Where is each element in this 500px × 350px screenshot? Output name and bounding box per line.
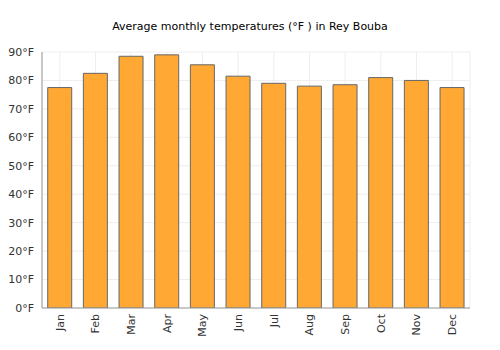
svg-text:40°F: 40°F — [8, 188, 34, 201]
svg-text:Sep: Sep — [339, 314, 352, 335]
svg-text:Aug: Aug — [303, 314, 316, 335]
html-text:Average monthly temperatures (: Average monthly temperatures (°F ) in Re… — [112, 20, 388, 33]
svg-text:Jul: Jul — [268, 314, 281, 328]
svg-text:Jan: Jan — [54, 314, 67, 332]
svg-text:90°F: 90°F — [8, 46, 34, 59]
svg-text:0°F: 0°F — [15, 302, 34, 315]
svg-text:50°F: 50°F — [8, 160, 34, 173]
svg-text:60°F: 60°F — [8, 131, 34, 144]
svg-text:20°F: 20°F — [8, 245, 34, 258]
svg-text:Mar: Mar — [125, 314, 138, 335]
svg-text:70°F: 70°F — [8, 103, 34, 116]
svg-text:Apr: Apr — [161, 314, 174, 334]
svg-text:Nov: Nov — [410, 314, 423, 336]
svg-text:Oct: Oct — [375, 313, 388, 333]
svg-text:80°F: 80°F — [8, 74, 34, 87]
svg-text:Feb: Feb — [89, 314, 102, 333]
svg-text:30°F: 30°F — [8, 217, 34, 230]
svg-text:Jun: Jun — [232, 314, 245, 332]
svg-text:10°F: 10°F — [8, 273, 34, 286]
svg-text:May: May — [196, 314, 209, 337]
svg-text:Dec: Dec — [446, 314, 459, 335]
